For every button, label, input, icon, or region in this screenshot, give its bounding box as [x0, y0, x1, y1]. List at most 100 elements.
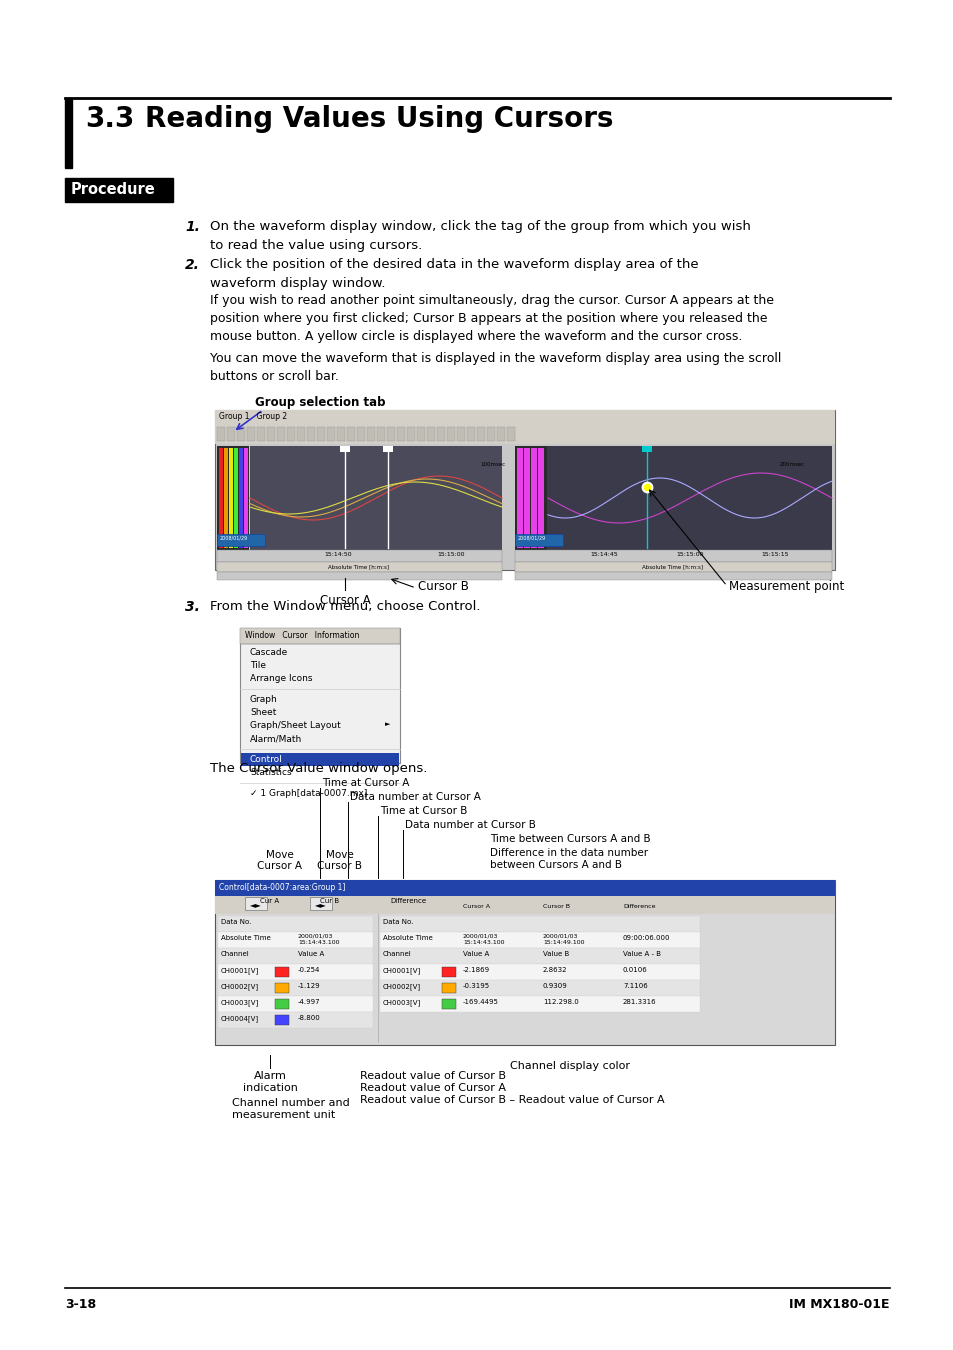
Text: 15:15:00: 15:15:00 — [676, 552, 703, 558]
Bar — [219, 448, 223, 548]
Text: Data No.: Data No. — [382, 919, 413, 925]
Bar — [316, 427, 325, 441]
Text: CH0003[V]: CH0003[V] — [382, 999, 421, 1006]
Text: On the waveform display window, click the tag of the group from which you wish
t: On the waveform display window, click th… — [210, 220, 750, 251]
Bar — [641, 446, 651, 452]
Bar — [267, 427, 274, 441]
Bar — [229, 448, 233, 548]
Bar — [515, 446, 831, 549]
Text: Channel display color: Channel display color — [510, 1061, 629, 1071]
Text: 2000/01/03: 2000/01/03 — [542, 933, 578, 938]
Bar — [339, 446, 350, 452]
Bar — [236, 427, 245, 441]
Text: -0.254: -0.254 — [297, 967, 320, 973]
Bar — [218, 931, 373, 948]
Bar — [347, 427, 355, 441]
Bar — [240, 628, 399, 644]
Bar — [515, 535, 562, 545]
Bar — [416, 427, 424, 441]
Bar — [515, 446, 546, 549]
Text: Channel number and: Channel number and — [232, 1098, 350, 1108]
Text: 15:14:43.100: 15:14:43.100 — [297, 940, 339, 945]
Text: Click the position of the desired data in the waveform display area of the
wavef: Click the position of the desired data i… — [210, 258, 698, 289]
Bar — [476, 427, 484, 441]
Text: Time at Cursor B: Time at Cursor B — [379, 806, 467, 815]
Bar — [531, 448, 537, 548]
Text: 3-18: 3-18 — [65, 1297, 96, 1311]
Bar — [436, 427, 444, 441]
Bar — [233, 448, 237, 548]
Bar — [515, 562, 831, 572]
Text: Window   Cursor   Information: Window Cursor Information — [245, 630, 359, 640]
Text: Difference: Difference — [622, 904, 655, 909]
Bar — [276, 427, 285, 441]
Bar — [515, 572, 831, 580]
Text: ◄►: ◄► — [314, 900, 327, 909]
Bar — [214, 410, 834, 570]
Bar — [239, 448, 243, 548]
Text: Value A - B: Value A - B — [622, 950, 660, 957]
Text: Readout value of Cursor A: Readout value of Cursor A — [359, 1083, 505, 1094]
Text: 15:14:45: 15:14:45 — [590, 552, 618, 558]
Bar — [247, 427, 254, 441]
Text: 2.: 2. — [185, 258, 200, 271]
Bar — [218, 964, 373, 980]
Text: Cursor A: Cursor A — [462, 904, 490, 909]
Text: Absolute Time [h:m:s]: Absolute Time [h:m:s] — [641, 564, 702, 568]
Text: Control: Control — [250, 755, 282, 764]
Text: CH0002[V]: CH0002[V] — [221, 983, 259, 990]
Bar — [379, 948, 700, 964]
Bar — [379, 917, 700, 932]
Text: CH0001[V]: CH0001[V] — [382, 967, 421, 973]
Bar — [65, 178, 172, 202]
Text: 15:14:50: 15:14:50 — [324, 552, 352, 558]
Text: Alarm: Alarm — [253, 1071, 286, 1081]
Bar — [218, 1012, 373, 1027]
Bar — [287, 427, 294, 441]
Bar — [379, 996, 700, 1012]
Bar — [547, 446, 831, 549]
Text: Value A: Value A — [462, 950, 489, 957]
Bar — [216, 562, 501, 572]
Bar — [379, 980, 700, 996]
Bar — [214, 896, 834, 914]
Text: Group selection tab: Group selection tab — [254, 396, 385, 409]
Text: Sheet: Sheet — [250, 707, 276, 717]
Text: 1.: 1. — [185, 220, 200, 234]
Text: Absolute Time: Absolute Time — [382, 936, 433, 941]
Text: 09:00:06.000: 09:00:06.000 — [622, 936, 670, 941]
Bar — [274, 983, 289, 994]
Text: ✓ 1 Graph[data-0007.mx]: ✓ 1 Graph[data-0007.mx] — [250, 788, 367, 798]
Bar — [376, 427, 385, 441]
Text: Procedure: Procedure — [71, 182, 155, 197]
Text: CH0002[V]: CH0002[V] — [382, 983, 420, 990]
Bar — [517, 448, 522, 548]
Text: ◄►: ◄► — [250, 900, 262, 909]
Bar — [379, 931, 700, 948]
Bar — [486, 427, 495, 441]
Bar — [456, 427, 464, 441]
Text: Time at Cursor A: Time at Cursor A — [322, 778, 409, 788]
Text: 15:15:00: 15:15:00 — [436, 552, 464, 558]
Text: 3.3: 3.3 — [85, 105, 134, 134]
Text: 15:14:49.100: 15:14:49.100 — [542, 940, 584, 945]
Bar — [216, 446, 249, 549]
Text: Cur B: Cur B — [320, 898, 339, 904]
Bar — [296, 427, 305, 441]
Bar — [367, 427, 375, 441]
Bar — [497, 427, 504, 441]
Bar — [214, 427, 834, 444]
Bar — [407, 427, 415, 441]
Bar — [307, 427, 314, 441]
Text: Data number at Cursor A: Data number at Cursor A — [350, 792, 480, 802]
Text: Readout value of Cursor B – Readout value of Cursor A: Readout value of Cursor B – Readout valu… — [359, 1095, 664, 1106]
Text: -0.3195: -0.3195 — [462, 983, 490, 990]
Bar — [214, 880, 834, 896]
Text: Group 1   Group 2: Group 1 Group 2 — [219, 412, 287, 421]
Text: 2000/01/03: 2000/01/03 — [462, 933, 498, 938]
Text: Tile: Tile — [250, 662, 266, 670]
Text: 15:14:43.100: 15:14:43.100 — [462, 940, 504, 945]
Text: 2000/01/03: 2000/01/03 — [297, 933, 334, 938]
Text: The Cursor Value window opens.: The Cursor Value window opens. — [210, 761, 427, 775]
Text: measurement unit: measurement unit — [232, 1110, 335, 1120]
